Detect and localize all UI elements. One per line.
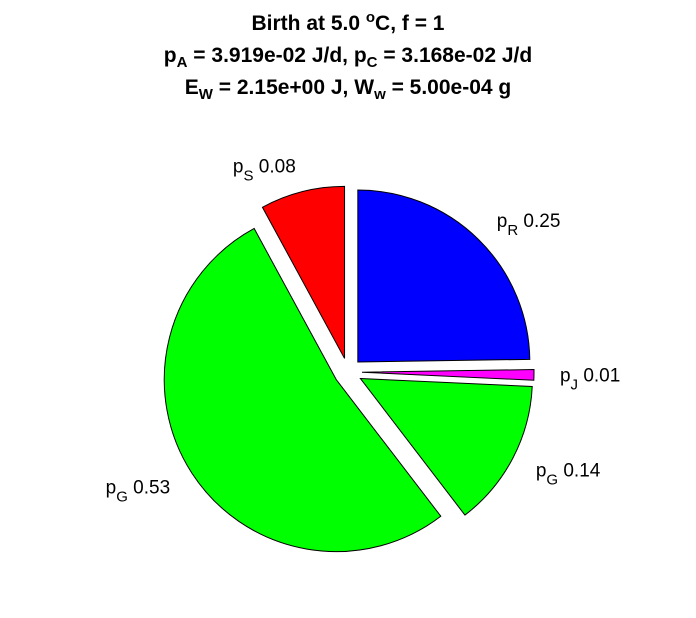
slice-label-subscript-3: G	[116, 488, 128, 505]
slice-label-symbol-2: p	[536, 460, 547, 481]
title-line-3: EW = 2.15e+00 J, Ww = 5.00e-04 g	[0, 72, 696, 104]
slice-label-1: pJ 0.01	[560, 365, 620, 393]
slice-label-2: pG 0.14	[536, 460, 601, 488]
pa-subscript: A	[176, 54, 188, 71]
pie-slice-1	[361, 369, 535, 381]
ew-subscript: W	[198, 86, 213, 103]
ww-symbol: W	[354, 76, 375, 99]
pie-slice-0	[357, 189, 531, 363]
ww-subscript: w	[374, 86, 386, 103]
title-line-1-prefix: Birth at 5.0	[251, 12, 366, 35]
pc-subscript: C	[366, 54, 378, 71]
pa-symbol: p	[163, 44, 177, 67]
pc-symbol: p	[353, 44, 367, 67]
ww-value: = 5.00e-04 g	[385, 76, 512, 99]
slice-label-value-1: 0.01	[578, 365, 620, 386]
pc-value: = 3.168e-02 J/d	[377, 44, 533, 67]
pie-slice-4	[261, 185, 346, 359]
pie-slice-2	[359, 377, 533, 516]
slice-label-symbol-0: p	[497, 211, 508, 232]
slice-label-subscript-0: R	[507, 222, 518, 239]
title-degree-sup: o	[365, 9, 376, 26]
ew-symbol: E	[184, 76, 199, 99]
slice-label-subscript-4: S	[244, 168, 254, 185]
slice-label-subscript-2: G	[546, 471, 558, 488]
title-line-2: pA = 3.919e-02 J/d, pC = 3.168e-02 J/d	[0, 40, 696, 72]
slice-label-value-4: 0.08	[254, 157, 296, 178]
title-line-1: Birth at 5.0 oC, f = 1	[0, 8, 696, 40]
slice-label-0: pR 0.25	[497, 211, 561, 239]
slice-label-3: pG 0.53	[106, 477, 171, 505]
slice-label-value-3: 0.53	[128, 477, 170, 498]
slice-label-symbol-4: p	[233, 157, 244, 178]
slice-label-subscript-1: J	[571, 376, 579, 393]
slice-label-value-0: 0.25	[518, 211, 560, 232]
title-line-1-suffix: C, f = 1	[375, 12, 445, 35]
pa-value: = 3.919e-02 J/d,	[187, 44, 354, 67]
slice-label-4: pS 0.08	[233, 157, 296, 185]
pie-slice-3	[163, 227, 442, 553]
slice-label-symbol-3: p	[106, 477, 117, 498]
slice-label-symbol-1: p	[560, 365, 571, 386]
chart-title: Birth at 5.0 oC, f = 1 pA = 3.919e-02 J/…	[0, 8, 696, 104]
slice-label-value-2: 0.14	[558, 460, 601, 481]
ew-value: = 2.15e+00 J,	[212, 76, 355, 99]
